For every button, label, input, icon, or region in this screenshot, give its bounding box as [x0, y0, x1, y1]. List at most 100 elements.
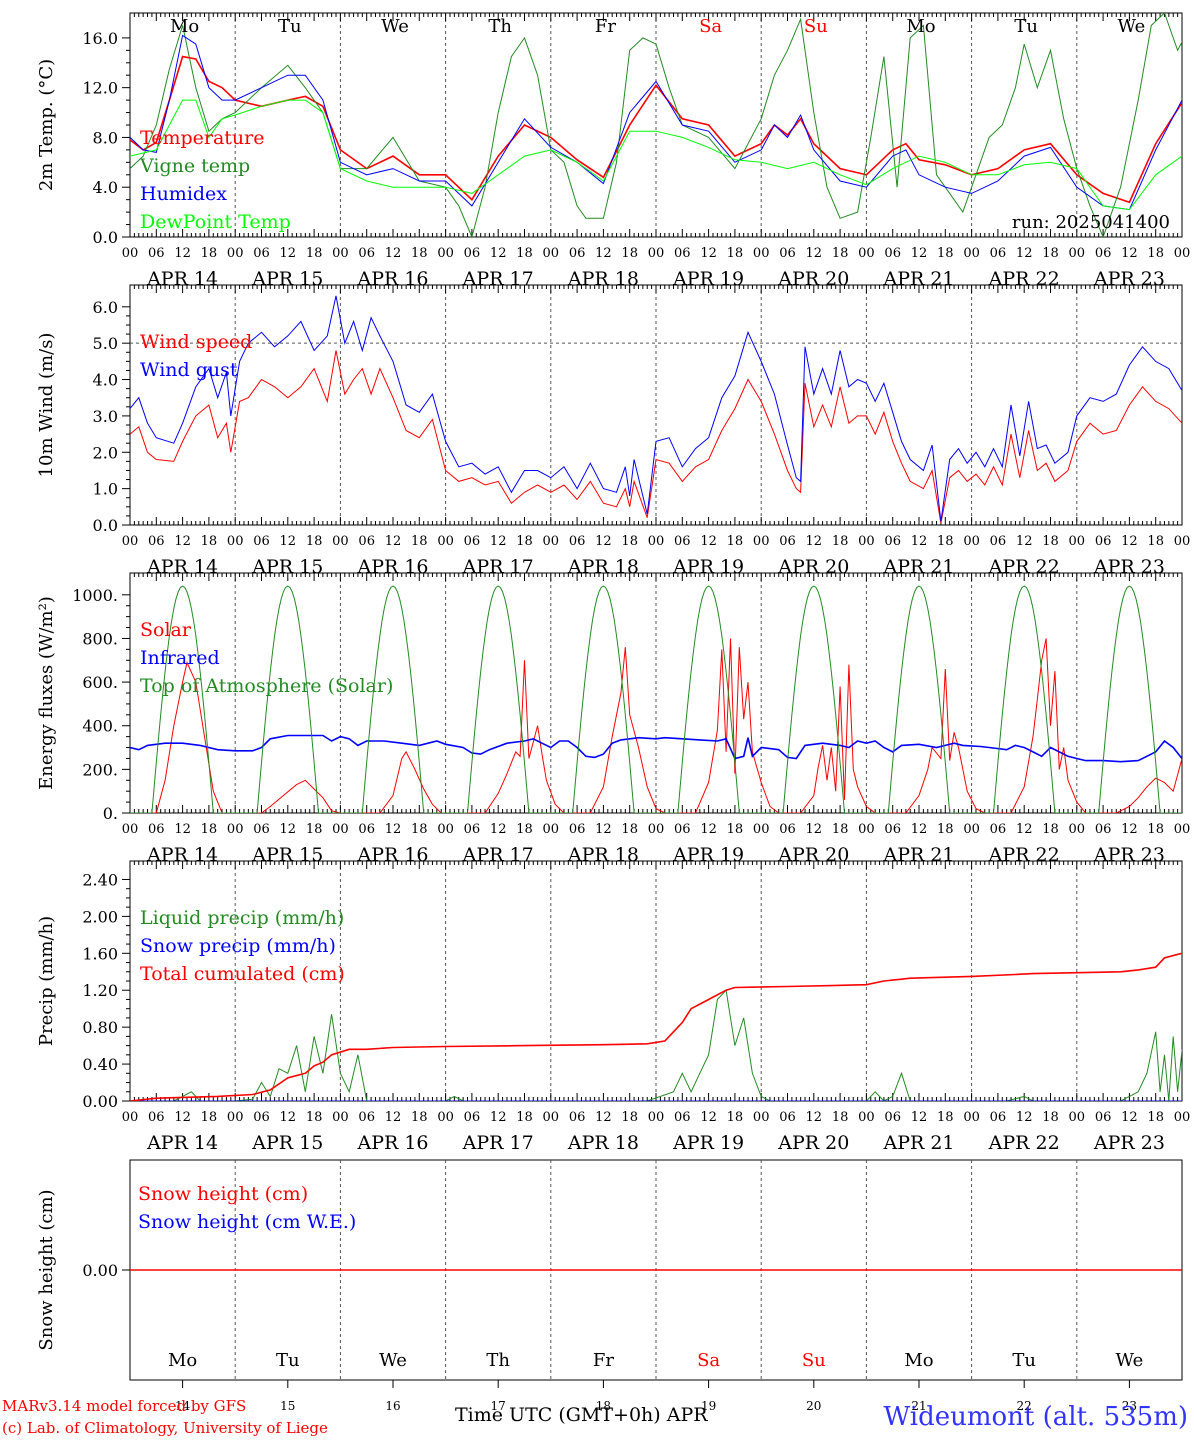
- hour-label: 12: [490, 1110, 507, 1125]
- hour-label: 06: [464, 822, 481, 837]
- series-line: [130, 585, 1182, 813]
- run-annotation: run: 2025041400: [1012, 212, 1170, 233]
- legend-entry: Total cumulated (cm): [140, 963, 345, 985]
- hour-label: 06: [358, 534, 375, 549]
- hour-label: 06: [148, 1110, 165, 1125]
- hour-label: 00: [648, 534, 665, 549]
- hour-label: 06: [779, 246, 796, 261]
- hour-label: 06: [148, 246, 165, 261]
- y-tick-label: 8.0: [93, 128, 118, 147]
- time-axis-title: Time UTC (GMT+0h): [455, 1404, 661, 1426]
- weekday-label: Mo: [904, 1350, 933, 1371]
- y-tick-label: 0.0: [93, 228, 118, 247]
- series-line: [130, 295, 1182, 522]
- hour-label: 12: [174, 1110, 191, 1125]
- hour-label: 00: [858, 822, 875, 837]
- hour-label: 12: [1016, 246, 1033, 261]
- hour-label: 12: [280, 822, 297, 837]
- series-line: [130, 951, 1182, 1101]
- hour-label: 18: [306, 534, 323, 549]
- time-axis-label: Time UTC (GMT+0h) APR: [455, 1404, 708, 1426]
- hour-label: 12: [1016, 1110, 1033, 1125]
- hour-label: 12: [911, 246, 928, 261]
- hour-label: 06: [674, 822, 691, 837]
- hour-label: 18: [306, 1110, 323, 1125]
- y-tick-label: 16.0: [82, 29, 118, 48]
- series-line: [130, 638, 1182, 813]
- hour-label: 18: [727, 534, 744, 549]
- date-label: APR 23: [1093, 1132, 1165, 1154]
- hour-label: 06: [884, 822, 901, 837]
- hour-label: 00: [648, 822, 665, 837]
- weekday-label: Th: [486, 1350, 510, 1371]
- hour-label: 00: [1069, 246, 1086, 261]
- y-tick-label: 0.00: [82, 1261, 118, 1280]
- series-line: [130, 989, 1182, 1101]
- hour-label: 06: [253, 534, 270, 549]
- hour-label: 00: [543, 246, 560, 261]
- footer-copyright-text: (c) Lab. of Climatology, University of L…: [2, 1419, 328, 1437]
- y-tick-label: 600.: [82, 673, 118, 692]
- y-tick-label: 0.80: [82, 1018, 118, 1037]
- hour-label: 06: [990, 1110, 1007, 1125]
- hour-label: 00: [437, 1110, 454, 1125]
- y-tick-label: 1.20: [82, 981, 118, 1000]
- date-label: APR 22: [988, 1132, 1060, 1154]
- hour-label: 06: [674, 1110, 691, 1125]
- weekday-label: Mo: [170, 16, 199, 37]
- hour-label: 00: [858, 1110, 875, 1125]
- panel-1: 2m Temp. (°C): [36, 12, 1183, 238]
- legend-entry: Snow precip (mm/h): [140, 935, 336, 957]
- hour-label: 12: [595, 822, 612, 837]
- hour-label: 00: [437, 822, 454, 837]
- weekday-label: Mo: [906, 16, 935, 37]
- panel-4: Precip (mm/h): [36, 860, 1183, 1102]
- hour-label: 06: [1095, 246, 1112, 261]
- y-tick-label: 800.: [82, 629, 118, 648]
- y-axis-title: 10m Wind (m/s): [36, 333, 57, 478]
- hour-label: 18: [516, 1110, 533, 1125]
- hour-label: 12: [385, 1110, 402, 1125]
- legend-entry: Snow height (cm): [138, 1183, 308, 1205]
- hour-label: 18: [1042, 822, 1059, 837]
- hour-label: 00: [963, 534, 980, 549]
- hour-label: 12: [280, 246, 297, 261]
- hour-label: 18: [621, 1110, 638, 1125]
- hour-label: 12: [174, 246, 191, 261]
- hour-label: 00: [1174, 246, 1191, 261]
- hour-label: 18: [1147, 1110, 1164, 1125]
- series-line: [130, 350, 1182, 524]
- date-label: APR 14: [146, 1132, 218, 1154]
- weekday-label: Tu: [1014, 16, 1038, 37]
- y-tick-label: 4.0: [93, 178, 118, 197]
- y-tick-label: 0.00: [82, 1092, 118, 1111]
- hour-label: 00: [753, 1110, 770, 1125]
- day-number: 21: [911, 1399, 926, 1413]
- hour-label: 18: [621, 534, 638, 549]
- hour-label: 00: [332, 822, 349, 837]
- y-tick-label: 6.0: [93, 298, 118, 317]
- hour-label: 18: [516, 246, 533, 261]
- hour-label: 12: [280, 534, 297, 549]
- hour-label: 06: [779, 534, 796, 549]
- weekday-label: Su: [804, 16, 828, 37]
- date-label: APR 15: [251, 1132, 323, 1154]
- hour-label: 00: [753, 246, 770, 261]
- y-tick-label: 2.0: [93, 443, 118, 462]
- legend-entry: Temperature: [140, 127, 264, 149]
- hour-label: 12: [490, 534, 507, 549]
- hour-label: 06: [884, 1110, 901, 1125]
- hour-label: 06: [884, 534, 901, 549]
- hour-label: 12: [700, 822, 717, 837]
- hour-label: 18: [201, 822, 218, 837]
- legend-entry: Infrared: [140, 647, 220, 669]
- hour-label: 18: [411, 534, 428, 549]
- hour-label: 12: [911, 534, 928, 549]
- hour-label: 18: [516, 822, 533, 837]
- hour-label: 00: [753, 822, 770, 837]
- hour-label: 12: [700, 246, 717, 261]
- weekday-label: Su: [802, 1350, 826, 1371]
- hour-label: 12: [1121, 534, 1138, 549]
- hour-label: 06: [148, 534, 165, 549]
